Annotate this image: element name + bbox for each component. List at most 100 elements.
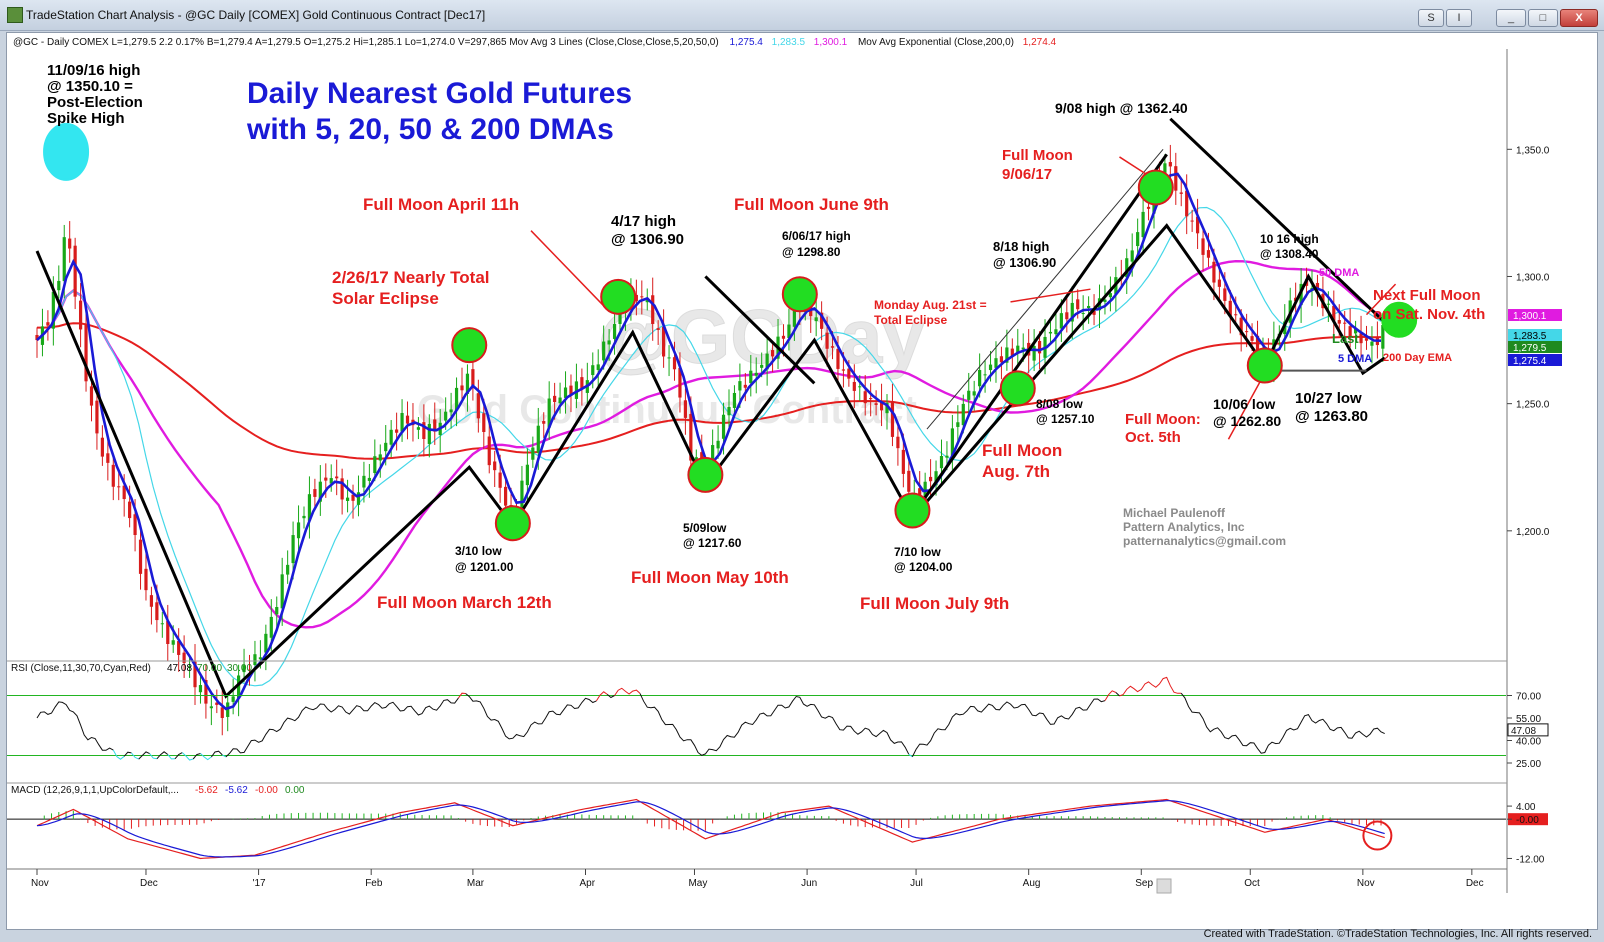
candle-body <box>1054 329 1058 335</box>
annotation-label: 5/09low <box>683 521 727 535</box>
i-button[interactable]: I <box>1446 9 1472 27</box>
candle-body <box>983 374 987 376</box>
candle-body <box>1326 303 1330 305</box>
candle-body <box>324 477 328 481</box>
rsi-tick-label: 55.00 <box>1516 714 1541 725</box>
candle-body <box>51 291 55 329</box>
minimize-button[interactable]: _ <box>1496 9 1526 27</box>
candle-body <box>171 640 175 645</box>
candle-body <box>847 368 851 379</box>
candle-body <box>896 436 900 449</box>
annotation-label: Full Moon: <box>1125 411 1201 428</box>
candle-body <box>732 392 737 408</box>
close-button[interactable]: X <box>1560 9 1598 27</box>
chart-title-line-2: with 5, 20, 50 & 200 DMAs <box>246 113 614 146</box>
price-tick-label: 1,350.0 <box>1516 145 1550 156</box>
candle-body <box>814 317 818 322</box>
candle-body <box>1359 333 1363 344</box>
candle-body <box>928 476 933 482</box>
candle-body <box>106 453 110 463</box>
rsi-line <box>36 701 114 751</box>
rsi-line <box>595 691 608 702</box>
candle-body <box>542 421 546 424</box>
ema-200-line <box>37 322 1382 460</box>
candle-body <box>1223 288 1227 301</box>
candle-body <box>1087 305 1091 309</box>
candle-body <box>400 412 404 432</box>
candle-body <box>465 373 470 394</box>
rsi-tick-label: 70.00 <box>1516 692 1541 703</box>
candle-body <box>830 346 835 348</box>
maximize-button[interactable]: □ <box>1528 9 1558 27</box>
candle-body <box>362 475 366 488</box>
rsi-line <box>1119 676 1182 697</box>
candle-body <box>678 367 682 398</box>
scrollbar-thumb[interactable] <box>1156 878 1172 894</box>
candle-body <box>427 423 431 444</box>
annotation-label: 3/10 low <box>455 544 502 558</box>
chart-window[interactable]: @GCDay Gold Continuous Contract @GC - Da… <box>6 32 1598 930</box>
candle-body <box>1245 331 1249 333</box>
candle-body <box>122 485 126 500</box>
candle-body <box>1212 261 1216 283</box>
candle-body <box>57 280 61 291</box>
ma-50-line <box>36 259 1382 629</box>
annotation-label: @ 1298.80 <box>782 245 841 259</box>
symbol-line: @GC - Daily COMEX L=1,279.5 2.2 0.17% B=… <box>13 37 719 48</box>
candle-body <box>520 480 524 510</box>
time-tick-label: Aug <box>1023 878 1041 889</box>
candle-body <box>1065 312 1069 320</box>
chart-canvas[interactable]: @GCDay Gold Continuous Contract @GC - Da… <box>7 33 1597 929</box>
price-box <box>1508 354 1562 366</box>
candle-body <box>253 654 257 666</box>
chart-title-line-1: Daily Nearest Gold Futures <box>247 77 632 110</box>
candle-body <box>536 425 540 453</box>
candle-body <box>198 685 203 693</box>
candle-body <box>656 328 660 330</box>
candle-body <box>1032 345 1036 361</box>
moon-circle <box>1137 169 1174 206</box>
annotation-label: @ 1308.40 <box>1260 247 1319 261</box>
rsi-line <box>131 752 139 760</box>
rsi-line <box>225 697 459 758</box>
candle-body <box>215 702 219 705</box>
ma50-value: 1,300.1 <box>814 37 848 48</box>
annotation-label: 50 DMA <box>1319 267 1359 279</box>
candle-body <box>149 595 154 607</box>
candle-body <box>770 350 775 357</box>
candle-body <box>1010 348 1014 356</box>
annotation-label: 200 Day EMA <box>1383 352 1452 364</box>
macd-legend-value: -0.00 <box>255 785 278 796</box>
candle-body <box>553 395 557 403</box>
rsi-line <box>181 752 194 761</box>
candle-body <box>1141 211 1145 238</box>
candle-body <box>1070 302 1074 322</box>
annotation-label: Full Moon March 12th <box>377 593 552 612</box>
candle-body <box>1201 238 1205 255</box>
moon-circle <box>781 276 818 313</box>
candle-body <box>340 478 344 500</box>
candle-body <box>1059 313 1063 329</box>
candle-body <box>1255 335 1260 353</box>
candle-body <box>503 486 508 506</box>
candle-body <box>1370 341 1374 346</box>
annotation-label: 7/10 low <box>894 545 941 559</box>
rsi-line <box>908 753 913 758</box>
candle-body <box>525 464 529 486</box>
candle-body <box>226 702 230 717</box>
candle-body <box>95 400 99 434</box>
moon-circle <box>600 278 637 315</box>
candle-body <box>1021 347 1025 350</box>
candle-body <box>961 403 965 426</box>
footer-credit: Created with TradeStation. ©TradeStation… <box>1203 928 1592 940</box>
annotation-label: Solar Eclipse <box>332 289 439 308</box>
candle-body <box>1092 311 1096 315</box>
candle-body <box>247 669 252 671</box>
s-button[interactable]: S <box>1418 9 1444 27</box>
annotation-label: 9/06/17 <box>1002 166 1052 183</box>
time-tick-label: Feb <box>365 878 383 889</box>
annotation-label: Last <box>1332 331 1359 346</box>
rsi-line <box>1180 692 1385 754</box>
rsi-line <box>614 687 641 696</box>
candle-body <box>1174 166 1178 191</box>
